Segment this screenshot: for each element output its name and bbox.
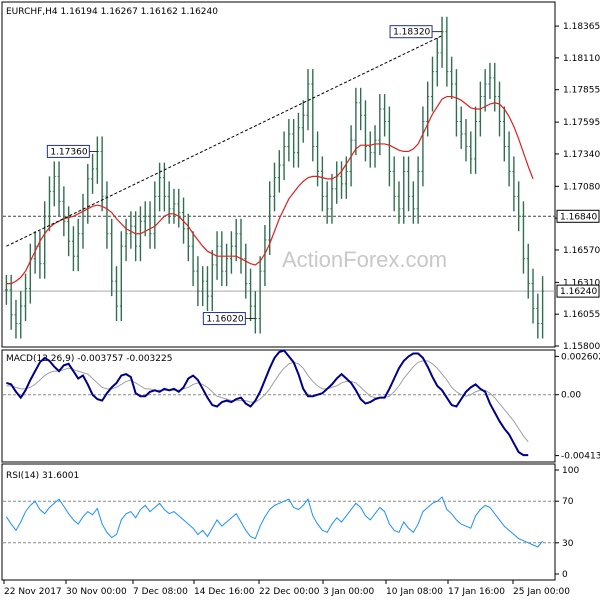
rsi-tick-label-2: 30 <box>562 539 574 549</box>
rsi-line <box>5 496 543 548</box>
macd-signal-line <box>6 360 529 443</box>
axis-price-label-0: 1.16840 <box>560 212 597 222</box>
watermark: ActionForex.com <box>282 247 447 272</box>
macd-line <box>6 349 529 457</box>
macd-tick-label-2: -0.004134 <box>561 452 600 462</box>
rsi-tick-label-3: 0 <box>562 570 568 580</box>
axis-price-box-0 <box>556 209 600 223</box>
annotation-box-0 <box>389 25 433 39</box>
x-axis: 22 Nov 2017 30 Nov 00:00 7 Dec 08:00 14 Dec… <box>3 580 570 597</box>
rsi-tick-label-0: 100 <box>562 466 579 476</box>
x-tick-label-0: 22 Nov 2017 <box>4 587 62 597</box>
price-tick-label-9: 1.16055 <box>563 310 600 320</box>
x-tick-label-4: 22 Dec 00:00 <box>259 587 320 597</box>
x-tick-label-6: 10 Jan 08:00 <box>386 587 443 597</box>
price-tick-label-4: 1.17340 <box>563 150 600 160</box>
annotation-label-1: 1.17360 <box>50 147 87 157</box>
x-tick-label-2: 7 Dec 08:00 <box>133 587 188 597</box>
price-panel-title: EURCHF,H4 1.16194 1.16267 1.16162 1.1624… <box>6 7 218 17</box>
price-tick-label-3: 1.17595 <box>563 118 600 128</box>
axis-price-label-1: 1.16240 <box>560 287 597 297</box>
price-panel-frame <box>1 1 556 348</box>
x-tick-label-7: 17 Jan 16:00 <box>448 587 505 597</box>
price-tick-label-8: 1.16310 <box>563 278 600 288</box>
x-tick-label-8: 25 Jan 00:00 <box>513 587 570 597</box>
price-tick-label-1: 1.18110 <box>563 54 600 64</box>
annotation-box-1 <box>46 144 90 158</box>
macd-panel-frame <box>1 349 556 463</box>
price-tick-label-7: 1.16570 <box>563 246 600 256</box>
price-tick-label-0: 1.18365 <box>563 22 600 32</box>
price-tick-label-5: 1.17080 <box>563 182 600 192</box>
rsi-axis: 100 70 30 0 <box>555 466 579 580</box>
macd-axis: 0.002602 0.00 -0.004134 <box>555 352 600 462</box>
axis-price-box-1 <box>556 284 600 298</box>
macd-tick-label-0: 0.002602 <box>561 352 600 362</box>
rsi-tick-label-1: 70 <box>562 497 574 507</box>
macd-lines <box>6 349 529 457</box>
price-grid <box>3 215 555 292</box>
price-overlays <box>6 35 534 285</box>
price-tick-label-10: 1.15800 <box>563 342 600 352</box>
x-tick-label-5: 3 Jan 00:00 <box>323 587 375 597</box>
rsi-lines <box>5 496 543 548</box>
macd-tick-label-1: 0.00 <box>561 391 581 401</box>
annotation-label-0: 1.18320 <box>393 28 430 38</box>
x-tick-label-3: 14 Dec 16:00 <box>194 587 255 597</box>
rsi-panel-title: RSI(14) 31.6001 <box>6 471 79 481</box>
price-axis: 1.18365 1.18110 1.17855 1.17595 1.17340 1.170… <box>555 22 600 352</box>
price-annotations: 1.18320 1.17360 1.16020 1.16840 1.16240 <box>46 25 600 326</box>
annotation-box-2 <box>202 312 246 326</box>
trendline-dashed <box>6 35 443 247</box>
rsi-grid <box>3 500 555 544</box>
macd-panel-title: MACD(12,26,9) -0.003757 -0.003225 <box>6 354 172 364</box>
rsi-panel-frame <box>1 463 556 581</box>
price-tick-label-2: 1.17855 <box>563 86 600 96</box>
annotation-label-2: 1.16020 <box>206 315 243 325</box>
price-bars <box>4 16 545 339</box>
x-tick-label-1: 30 Nov 00:00 <box>66 587 127 597</box>
moving-average-line <box>6 95 534 285</box>
